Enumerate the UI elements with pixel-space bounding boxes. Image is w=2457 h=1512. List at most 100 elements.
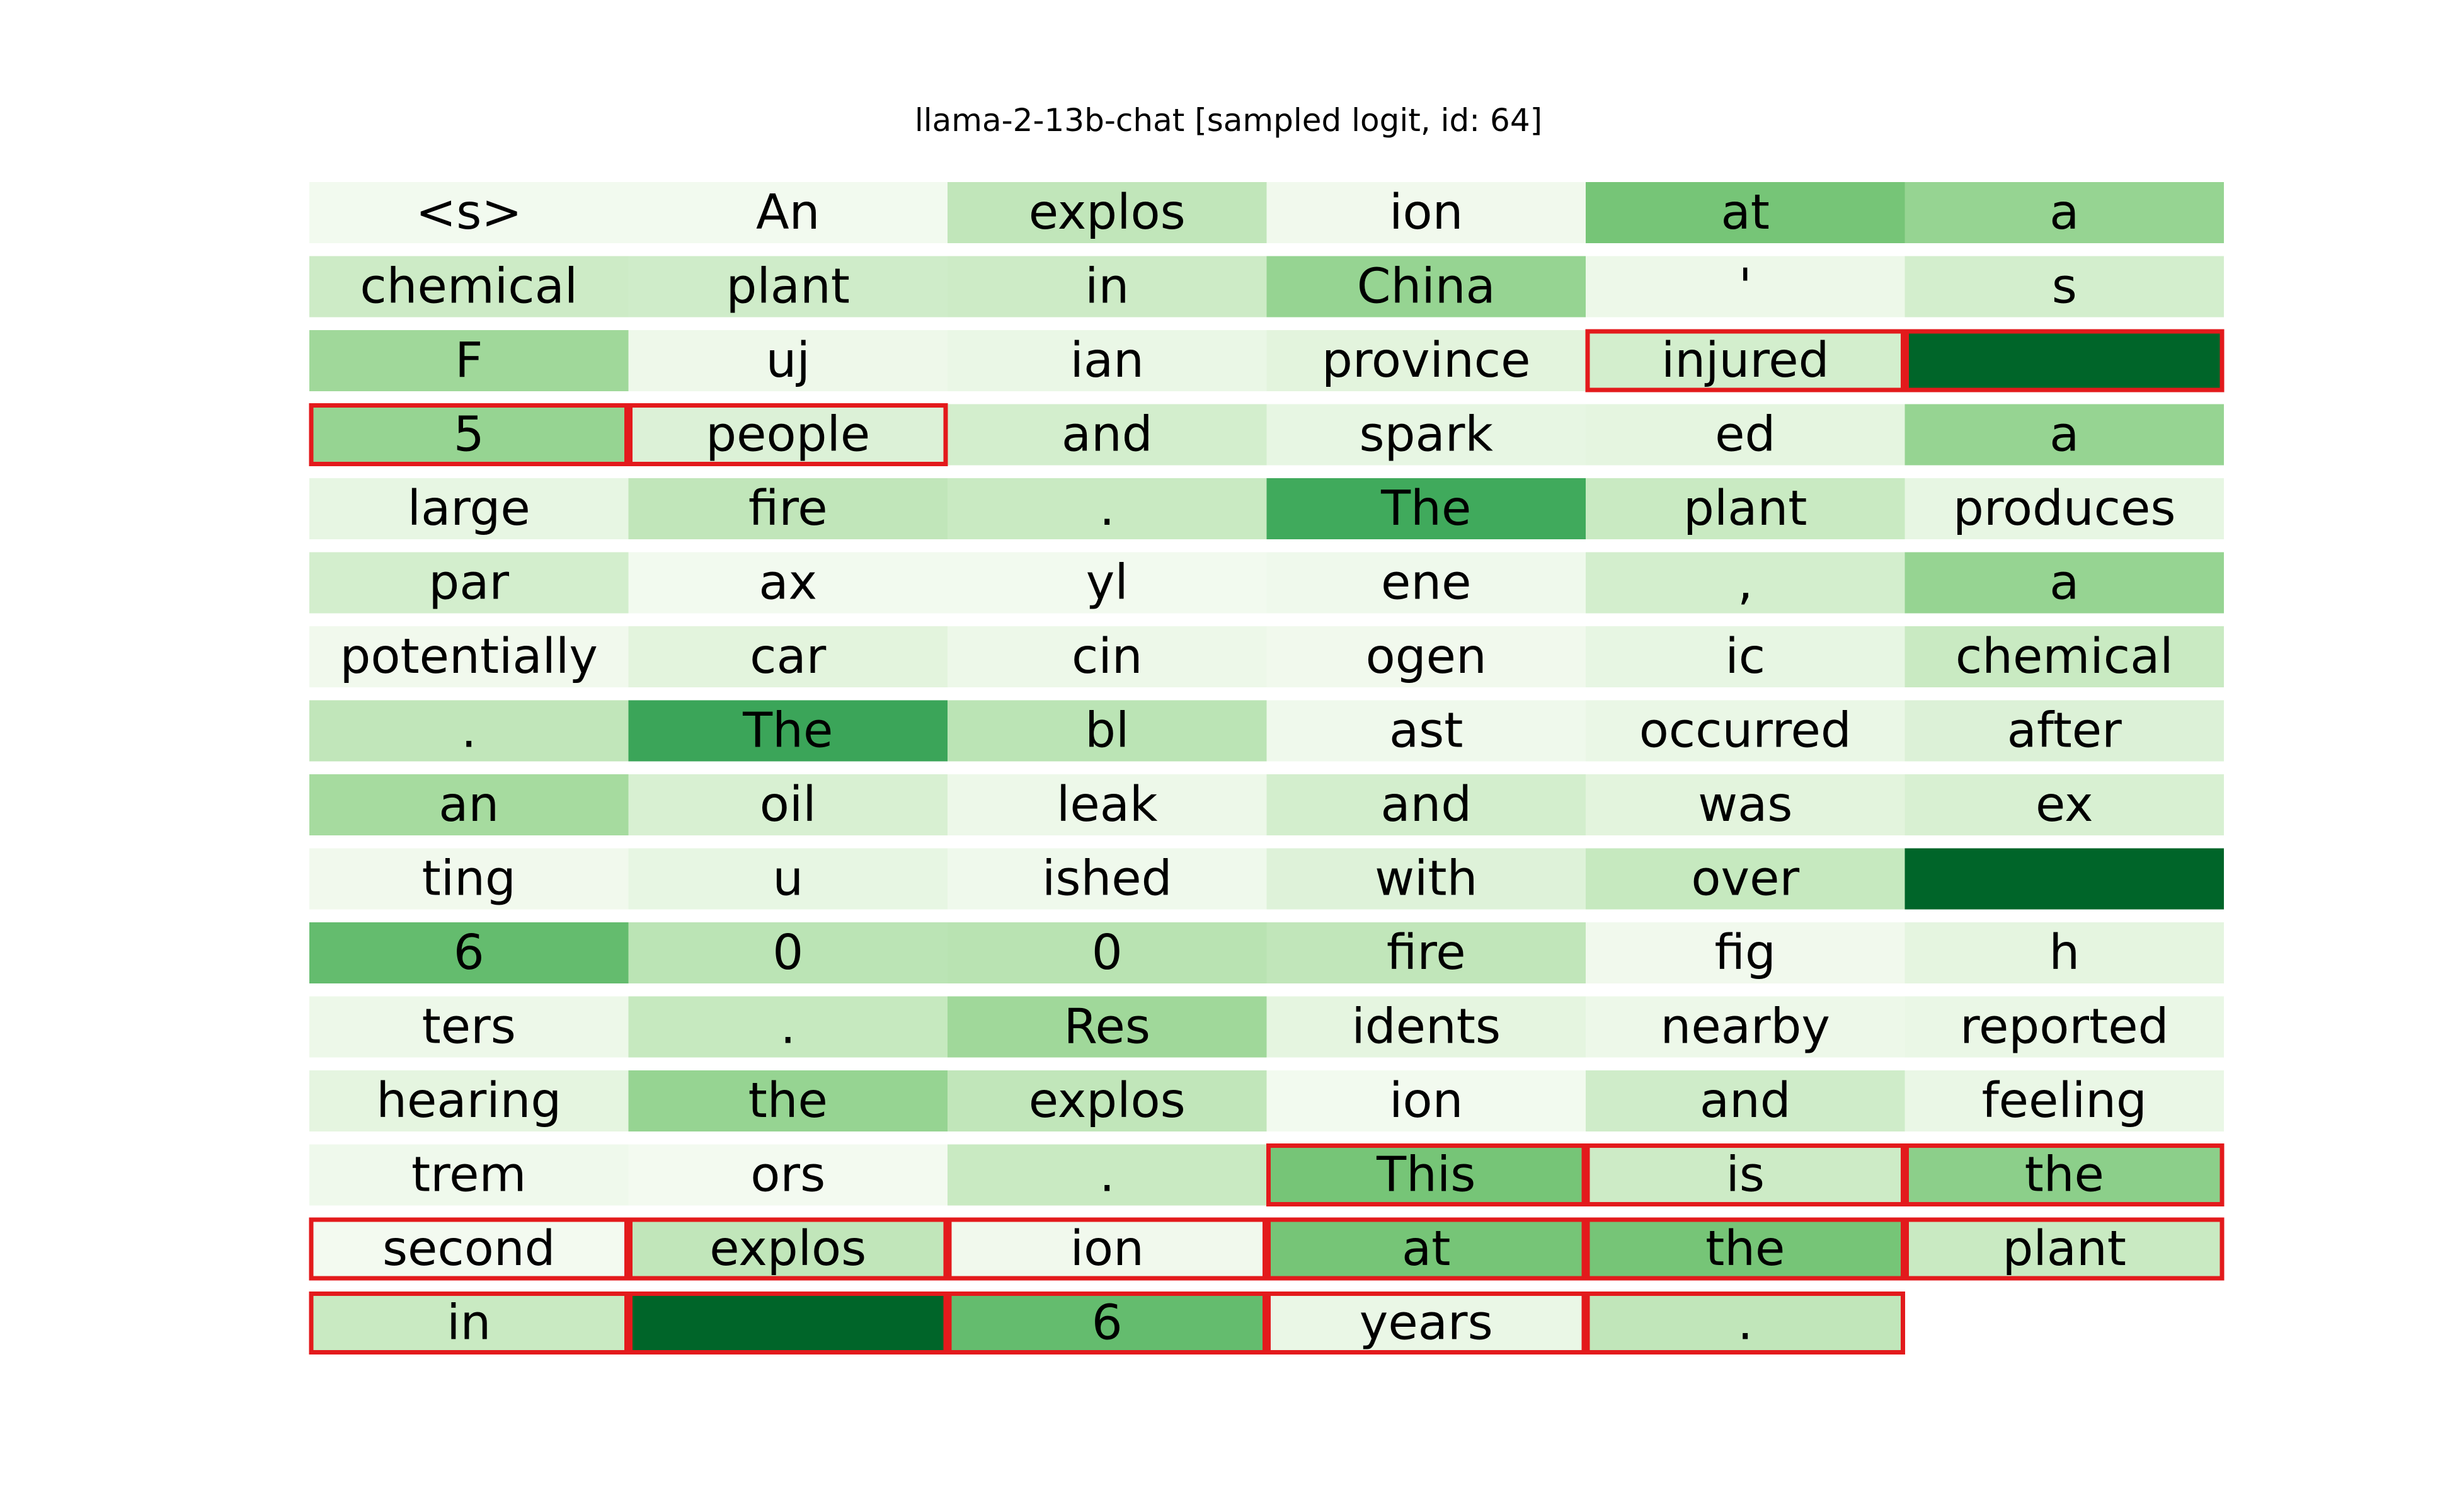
heatmap-cell bbox=[1904, 330, 2224, 391]
cell-token-label: was bbox=[1698, 777, 1792, 833]
heatmap-cell bbox=[1904, 1070, 2224, 1131]
heatmap-cell bbox=[1904, 1144, 2224, 1206]
cell-token-label: spark bbox=[1360, 407, 1494, 463]
heatmap-cell bbox=[628, 182, 948, 243]
heatmap-cell bbox=[1586, 922, 1905, 983]
cell-token-label: yl bbox=[1086, 555, 1128, 611]
cell-token-label: an bbox=[438, 777, 499, 833]
cell-highlight-box bbox=[628, 1292, 948, 1354]
heatmap-cell bbox=[309, 1292, 629, 1354]
heatmap-cell bbox=[1586, 626, 1905, 687]
heatmap-cell bbox=[948, 330, 1267, 391]
cell-token-label: idents bbox=[1351, 999, 1501, 1055]
heatmap-cell bbox=[309, 626, 629, 687]
cell-token-label: . bbox=[1738, 1295, 1753, 1351]
cell-highlight-box bbox=[1904, 1217, 2225, 1281]
cell-token-label: The bbox=[1380, 481, 1471, 537]
heatmap-cell bbox=[1266, 1070, 1586, 1131]
heatmap-cell bbox=[1266, 552, 1586, 614]
heatmap-cell bbox=[948, 182, 1267, 243]
cell-highlight-box bbox=[1266, 1292, 1586, 1354]
heatmap-cell bbox=[1904, 182, 2224, 243]
heatmap-cell bbox=[1904, 848, 2224, 910]
heatmap-cell bbox=[1266, 256, 1586, 318]
cell-token-label: in bbox=[447, 1295, 491, 1351]
cell-token-label: and bbox=[1700, 1073, 1791, 1129]
cell-token-label: people bbox=[706, 407, 870, 463]
cell-token-label: ters bbox=[422, 999, 516, 1055]
heatmap-cell bbox=[1266, 404, 1586, 466]
cell-token-label: ting bbox=[422, 851, 516, 907]
cell-token-label: ished bbox=[1042, 851, 1172, 907]
heatmap-cell bbox=[309, 256, 629, 318]
cell-token-label: ion bbox=[1389, 1073, 1463, 1129]
cell-highlight-box bbox=[1585, 329, 1905, 392]
cell-highlight-box bbox=[947, 1217, 1267, 1281]
cell-token-label: and bbox=[1380, 777, 1472, 833]
heatmap-cell bbox=[628, 774, 948, 835]
cell-token-label: s bbox=[2052, 259, 2077, 315]
heatmap-cell bbox=[309, 552, 629, 614]
heatmap-cell bbox=[309, 922, 629, 983]
cell-token-label: uj bbox=[766, 333, 810, 389]
cell-token-label: <s> bbox=[416, 185, 522, 241]
cell-token-label: Res bbox=[1063, 999, 1150, 1055]
heatmap-cell bbox=[628, 1218, 948, 1280]
cell-token-label: injured bbox=[1661, 333, 1830, 389]
cell-token-label: ax bbox=[759, 555, 817, 611]
heatmap-cell bbox=[1586, 774, 1905, 835]
heatmap-cell bbox=[309, 404, 629, 466]
cell-highlight-box bbox=[1585, 1143, 1905, 1206]
cell-token-label: The bbox=[742, 703, 833, 759]
cell-token-label: 0 bbox=[1092, 925, 1123, 981]
cell-token-label: years bbox=[1360, 1295, 1493, 1351]
cell-highlight-box bbox=[1585, 1217, 1905, 1281]
heatmap-cell bbox=[1266, 996, 1586, 1058]
cell-highlight-box bbox=[309, 1217, 629, 1281]
cell-token-label: reported bbox=[1960, 999, 2168, 1055]
heatmap-cell bbox=[1904, 1218, 2224, 1280]
heatmap-cell bbox=[628, 552, 948, 614]
cell-token-label: chemical bbox=[1956, 629, 2174, 685]
cell-highlight-box bbox=[1266, 1143, 1586, 1206]
heatmap-cell bbox=[1586, 1070, 1905, 1131]
cell-token-label: in bbox=[1085, 259, 1129, 315]
heatmap-cell bbox=[1586, 182, 1905, 243]
cell-token-label: with bbox=[1375, 851, 1477, 907]
heatmap-cell bbox=[628, 700, 948, 762]
heatmap-cell bbox=[628, 404, 948, 466]
cell-highlight-box bbox=[309, 403, 629, 466]
cell-token-label: at bbox=[1721, 185, 1770, 241]
cell-token-label: ex bbox=[2036, 777, 2093, 833]
cell-highlight-box bbox=[628, 403, 948, 466]
cell-token-label: 6 bbox=[454, 925, 484, 981]
cell-token-label: u bbox=[772, 851, 803, 907]
heatmap-cell bbox=[948, 256, 1267, 318]
cell-token-label: after bbox=[2007, 703, 2122, 759]
cell-token-label: ast bbox=[1389, 703, 1463, 759]
heatmap-cell bbox=[1904, 922, 2224, 983]
heatmap-cell bbox=[1266, 330, 1586, 391]
cell-token-label: , bbox=[1738, 555, 1753, 611]
heatmap-cell bbox=[309, 330, 629, 391]
cell-token-label: fig bbox=[1715, 925, 1776, 981]
cell-token-label: at bbox=[1402, 1221, 1450, 1277]
heatmap-cell bbox=[1266, 478, 1586, 539]
cell-highlight-box bbox=[1585, 1292, 1905, 1354]
heatmap-cell bbox=[1904, 626, 2224, 687]
cell-token-label: ene bbox=[1381, 555, 1472, 611]
heatmap-cell bbox=[948, 1218, 1267, 1280]
heatmap-cell bbox=[1266, 1144, 1586, 1206]
cell-token-label: par bbox=[428, 555, 509, 611]
heatmap-cell bbox=[1266, 700, 1586, 762]
heatmap-cell bbox=[628, 1070, 948, 1131]
heatmap-cell bbox=[1266, 1292, 1586, 1354]
heatmap-cell bbox=[948, 774, 1267, 835]
heatmap-cell bbox=[628, 848, 948, 910]
cell-token-label: hearing bbox=[376, 1073, 561, 1129]
heatmap-cell bbox=[948, 700, 1267, 762]
heatmap-cell bbox=[1266, 922, 1586, 983]
heatmap-cell bbox=[1586, 478, 1905, 539]
cell-token-label: a bbox=[2049, 555, 2079, 611]
